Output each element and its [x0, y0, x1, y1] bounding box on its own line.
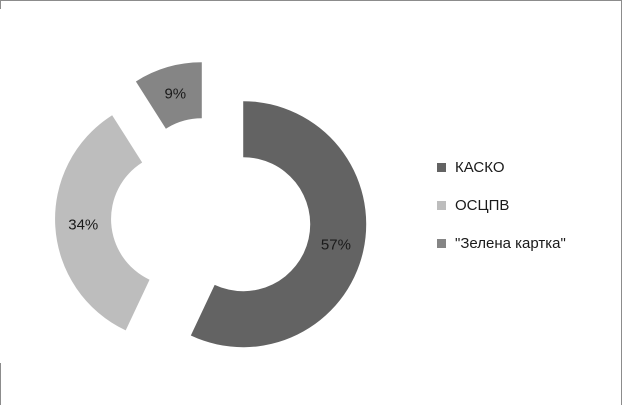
- slice-label-osczpv: 34%: [68, 217, 98, 234]
- slice-label-green-card: 9%: [164, 86, 186, 103]
- legend-swatch-osczpv: [437, 201, 446, 210]
- legend-label-osczpv: ОСЦПВ: [455, 197, 510, 214]
- donut-slice-kasko: [190, 101, 367, 348]
- legend-item-kasko: КАСКО: [437, 158, 566, 177]
- legend-swatch-green-card: [437, 239, 446, 248]
- donut-slice-osczpv: [55, 115, 150, 331]
- chart-legend: КАСКО ОСЦПВ "Зелена картка": [437, 158, 566, 272]
- legend-label-kasko: КАСКО: [455, 159, 505, 176]
- donut-slice-green-card: [135, 62, 202, 129]
- legend-label-green-card: "Зелена картка": [455, 235, 566, 252]
- legend-item-green-card: "Зелена картка": [437, 234, 566, 253]
- legend-swatch-kasko: [437, 163, 446, 172]
- slice-label-kasko: 57%: [321, 236, 351, 253]
- legend-item-osczpv: ОСЦПВ: [437, 196, 566, 215]
